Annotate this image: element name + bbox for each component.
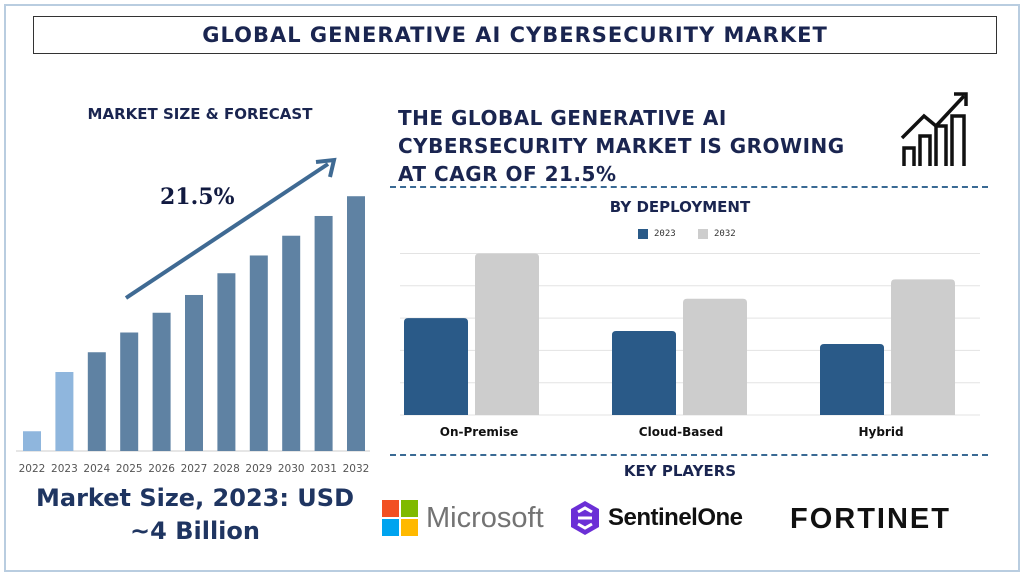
divider	[390, 454, 988, 456]
cagr-label: 21.5%	[160, 184, 235, 210]
bar-Cloud-Based-2032	[683, 298, 747, 415]
microsoft-logo-icon	[382, 500, 418, 536]
tick-label-2031: 2031	[310, 463, 337, 475]
deployment-heading: BY DEPLOYMENT	[609, 198, 751, 216]
fortinet-name: FORTINET	[790, 503, 951, 535]
bar-Hybrid-2023	[820, 343, 884, 415]
bar-On-Premise-2032	[475, 253, 539, 415]
divider	[390, 186, 988, 188]
legend-label: 2023	[654, 229, 676, 239]
market-size-line2: ~4 Billion	[130, 517, 260, 545]
tick-label-2029: 2029	[245, 463, 272, 475]
sentinelone-name: SentinelOne	[608, 504, 743, 531]
tick-label-2028: 2028	[213, 463, 240, 475]
microsoft-logo: Microsoft	[382, 500, 544, 536]
deployment-chart	[400, 253, 980, 416]
key-players-heading: KEY PLAYERS	[623, 462, 737, 480]
tick-label-2027: 2027	[181, 463, 208, 475]
headline: THE GLOBAL GENERATIVE AI CYBERSECURITY M…	[398, 106, 845, 186]
bar-2025	[120, 332, 139, 451]
bar-Hybrid-2032	[891, 279, 955, 415]
frame	[4, 4, 1020, 572]
bar-2028	[217, 273, 236, 451]
tick-label-2022: 2022	[19, 463, 46, 475]
legend-label: 2032	[714, 229, 736, 239]
category-label: Hybrid	[858, 425, 904, 439]
market-size-line1: Market Size, 2023: USD	[35, 484, 354, 512]
legend-2032: 2032	[698, 229, 736, 239]
market-forecast-chart: 2022 2023 2024 2025 2026 2027 2028 2029 2030 2031…	[16, 157, 370, 475]
tick-label-2024: 2024	[83, 463, 110, 475]
tick-label-2025: 2025	[116, 463, 143, 475]
microsoft-name: Microsoft	[426, 501, 544, 534]
category-label: On-Premise	[439, 425, 519, 439]
tick-label-2026: 2026	[148, 463, 175, 475]
growth-arrow-head	[315, 157, 337, 178]
growth-chart-icon	[900, 92, 968, 166]
bar-2023	[55, 372, 74, 451]
sentinelone-logo: SentinelOne	[570, 500, 743, 536]
bar-2032	[347, 196, 365, 451]
legend-swatch	[638, 229, 648, 239]
bar-2031	[314, 215, 333, 451]
legend-swatch	[698, 229, 708, 239]
fortinet-logo: FORTINET	[790, 503, 951, 536]
growth-arrow	[124, 162, 330, 300]
bar-2029	[249, 255, 268, 451]
bar-Cloud-Based-2023	[612, 331, 676, 415]
tick-label-2032: 2032	[343, 463, 370, 475]
market-size-text: Market Size, 2023: USD ~4 Billion	[10, 482, 380, 548]
category-label: Cloud-Based	[638, 425, 724, 439]
bar-On-Premise-2023	[404, 318, 468, 415]
bar-2022	[23, 431, 41, 451]
tick-label-2023: 2023	[51, 463, 78, 475]
bar-2030	[282, 235, 301, 451]
bar-2027	[185, 294, 203, 451]
bar-2024	[87, 352, 106, 451]
market-size-heading: MARKET SIZE & FORECAST	[87, 105, 313, 123]
bar-2026	[152, 312, 171, 451]
tick-label-2030: 2030	[278, 463, 305, 475]
legend-2023: 2023	[638, 229, 676, 239]
page-title: GLOBAL GENERATIVE AI CYBERSECURITY MARKE…	[33, 16, 997, 54]
sentinelone-logo-icon	[571, 501, 599, 535]
